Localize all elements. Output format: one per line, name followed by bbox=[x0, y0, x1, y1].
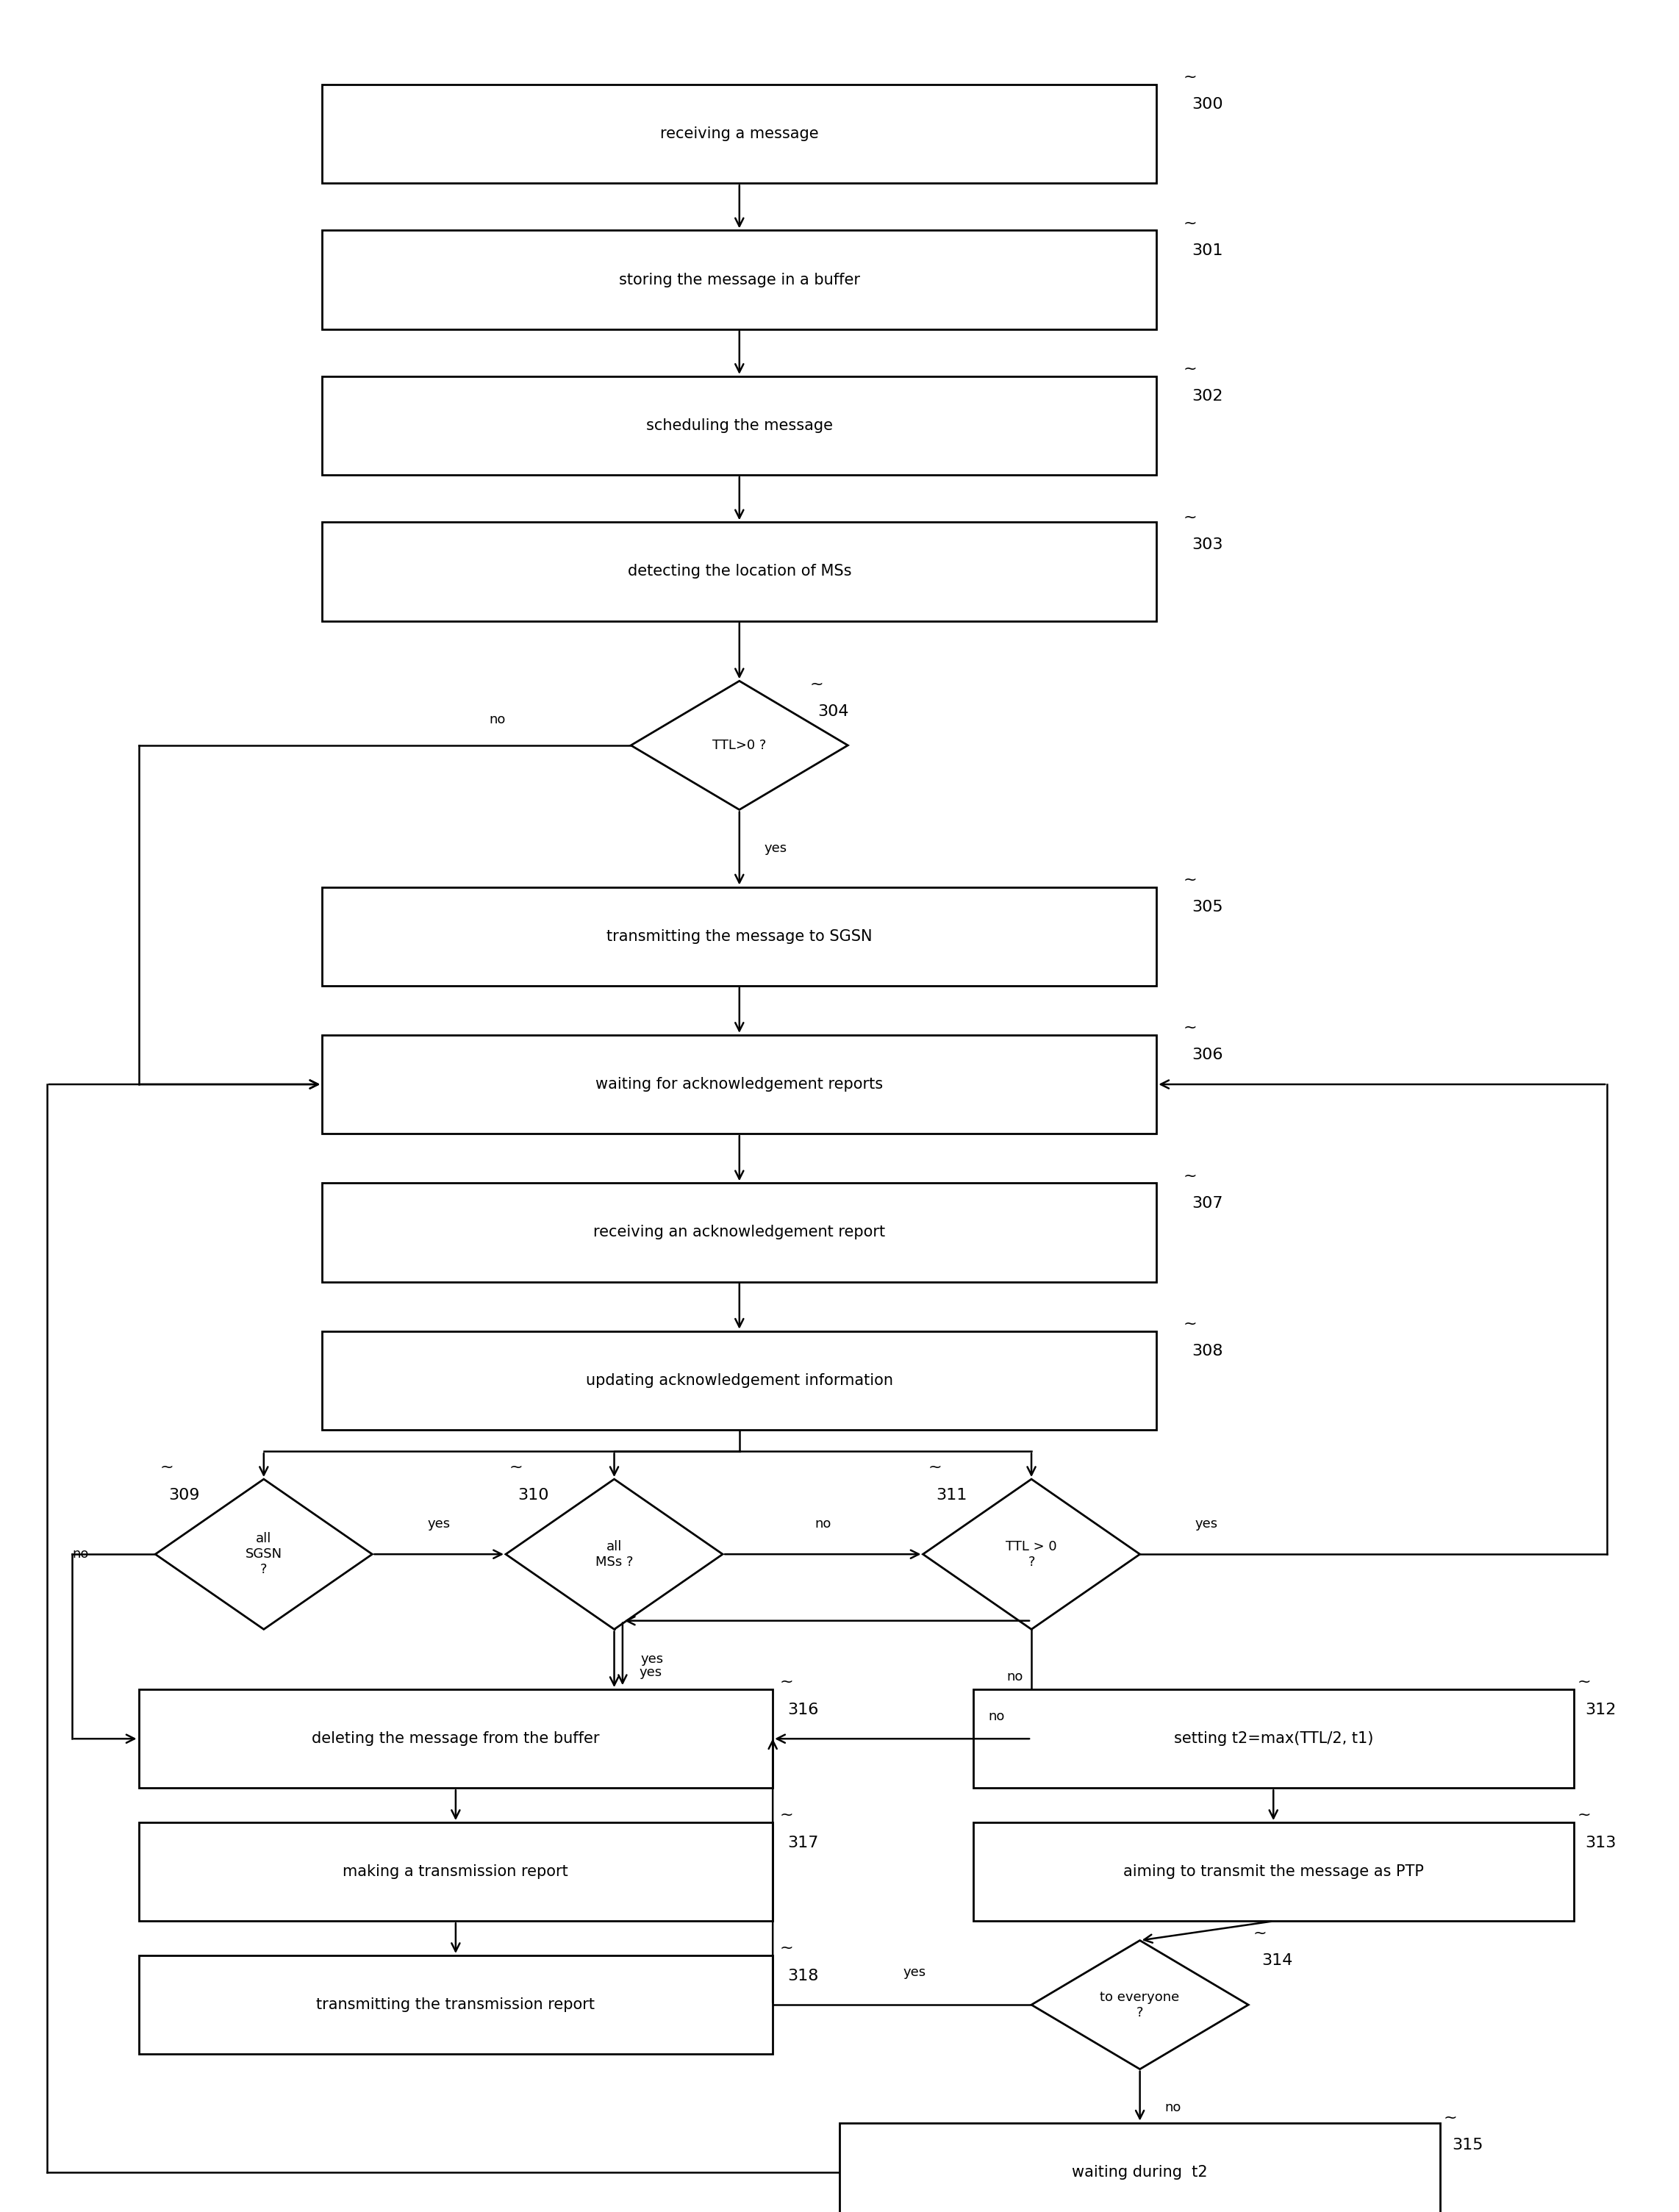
Text: 309: 309 bbox=[168, 1489, 200, 1502]
Text: ~: ~ bbox=[809, 677, 823, 692]
Text: ~: ~ bbox=[1577, 1674, 1590, 1690]
Text: receiving an acknowledgement report: receiving an acknowledgement report bbox=[593, 1225, 885, 1239]
Text: 311: 311 bbox=[937, 1489, 967, 1502]
Text: storing the message in a buffer: storing the message in a buffer bbox=[620, 272, 860, 288]
Text: transmitting the transmission report: transmitting the transmission report bbox=[316, 1997, 594, 2013]
Text: ~: ~ bbox=[779, 1807, 792, 1823]
Polygon shape bbox=[505, 1480, 722, 1630]
Text: 303: 303 bbox=[1192, 538, 1222, 553]
Text: no: no bbox=[1007, 1670, 1023, 1683]
Text: yes: yes bbox=[903, 1966, 927, 1980]
Text: 318: 318 bbox=[787, 1969, 819, 1982]
Text: ~: ~ bbox=[160, 1460, 175, 1475]
Text: detecting the location of MSs: detecting the location of MSs bbox=[628, 564, 851, 580]
Text: 310: 310 bbox=[517, 1489, 549, 1502]
Text: 313: 313 bbox=[1585, 1836, 1617, 1849]
Text: 304: 304 bbox=[818, 706, 850, 719]
Text: ~: ~ bbox=[1184, 1020, 1197, 1035]
Text: 314: 314 bbox=[1261, 1953, 1293, 1969]
Text: ~: ~ bbox=[1184, 872, 1197, 887]
Text: no: no bbox=[989, 1710, 1004, 1723]
Polygon shape bbox=[631, 681, 848, 810]
Text: 306: 306 bbox=[1192, 1048, 1222, 1062]
Text: ~: ~ bbox=[1184, 361, 1197, 376]
FancyBboxPatch shape bbox=[840, 2124, 1441, 2212]
FancyBboxPatch shape bbox=[139, 1690, 772, 1787]
Text: 307: 307 bbox=[1192, 1197, 1222, 1210]
Text: ~: ~ bbox=[1577, 1807, 1590, 1823]
Text: yes: yes bbox=[764, 843, 787, 854]
Text: transmitting the message to SGSN: transmitting the message to SGSN bbox=[606, 929, 873, 945]
Polygon shape bbox=[1031, 1940, 1249, 2068]
Text: ~: ~ bbox=[509, 1460, 522, 1475]
Text: 315: 315 bbox=[1452, 2137, 1483, 2152]
FancyBboxPatch shape bbox=[322, 1183, 1157, 1281]
Text: no: no bbox=[814, 1517, 831, 1531]
Text: 301: 301 bbox=[1192, 243, 1222, 259]
Text: ~: ~ bbox=[1444, 2110, 1457, 2126]
Text: yes: yes bbox=[428, 1517, 450, 1531]
Text: no: no bbox=[489, 712, 505, 726]
Text: ~: ~ bbox=[1184, 71, 1197, 84]
Text: waiting during  t2: waiting during t2 bbox=[1071, 2166, 1207, 2179]
Text: yes: yes bbox=[640, 1666, 662, 1679]
Text: ~: ~ bbox=[928, 1460, 942, 1475]
Text: 300: 300 bbox=[1192, 97, 1222, 113]
FancyBboxPatch shape bbox=[139, 1955, 772, 2055]
Text: yes: yes bbox=[1195, 1517, 1217, 1531]
Text: 316: 316 bbox=[787, 1703, 819, 1717]
Text: TTL > 0
?: TTL > 0 ? bbox=[1006, 1540, 1058, 1568]
Text: ~: ~ bbox=[1253, 1927, 1268, 1940]
Text: ~: ~ bbox=[779, 1940, 792, 1955]
FancyBboxPatch shape bbox=[322, 84, 1157, 184]
Polygon shape bbox=[923, 1480, 1140, 1630]
Text: 317: 317 bbox=[787, 1836, 819, 1849]
Text: aiming to transmit the message as PTP: aiming to transmit the message as PTP bbox=[1123, 1865, 1424, 1880]
Text: no: no bbox=[1165, 2101, 1182, 2115]
Text: updating acknowledgement information: updating acknowledgement information bbox=[586, 1374, 893, 1387]
Text: scheduling the message: scheduling the message bbox=[646, 418, 833, 434]
Text: TTL>0 ?: TTL>0 ? bbox=[712, 739, 766, 752]
FancyBboxPatch shape bbox=[322, 230, 1157, 330]
FancyBboxPatch shape bbox=[322, 522, 1157, 622]
Text: 308: 308 bbox=[1192, 1345, 1222, 1358]
Text: to everyone
?: to everyone ? bbox=[1100, 1991, 1180, 2020]
Polygon shape bbox=[154, 1480, 373, 1630]
FancyBboxPatch shape bbox=[322, 1332, 1157, 1429]
Text: deleting the message from the buffer: deleting the message from the buffer bbox=[312, 1732, 599, 1745]
Text: setting t2=max(TTL/2, t1): setting t2=max(TTL/2, t1) bbox=[1174, 1732, 1373, 1745]
Text: ~: ~ bbox=[1184, 1316, 1197, 1332]
Text: no: no bbox=[72, 1548, 89, 1562]
Text: ~: ~ bbox=[1184, 217, 1197, 230]
FancyBboxPatch shape bbox=[139, 1823, 772, 1920]
Text: all
SGSN
?: all SGSN ? bbox=[245, 1533, 282, 1577]
FancyBboxPatch shape bbox=[974, 1823, 1573, 1920]
FancyBboxPatch shape bbox=[322, 376, 1157, 476]
Text: waiting for acknowledgement reports: waiting for acknowledgement reports bbox=[596, 1077, 883, 1093]
FancyBboxPatch shape bbox=[322, 1035, 1157, 1135]
FancyBboxPatch shape bbox=[322, 887, 1157, 987]
Text: ~: ~ bbox=[1184, 509, 1197, 524]
Text: making a transmission report: making a transmission report bbox=[343, 1865, 569, 1880]
Text: all
MSs ?: all MSs ? bbox=[596, 1540, 633, 1568]
Text: 302: 302 bbox=[1192, 389, 1222, 405]
Text: 312: 312 bbox=[1585, 1703, 1617, 1717]
Text: receiving a message: receiving a message bbox=[660, 126, 819, 142]
Text: 305: 305 bbox=[1192, 900, 1222, 914]
Text: ~: ~ bbox=[779, 1674, 792, 1690]
FancyBboxPatch shape bbox=[974, 1690, 1573, 1787]
Text: ~: ~ bbox=[1184, 1168, 1197, 1183]
Text: yes: yes bbox=[641, 1652, 663, 1666]
